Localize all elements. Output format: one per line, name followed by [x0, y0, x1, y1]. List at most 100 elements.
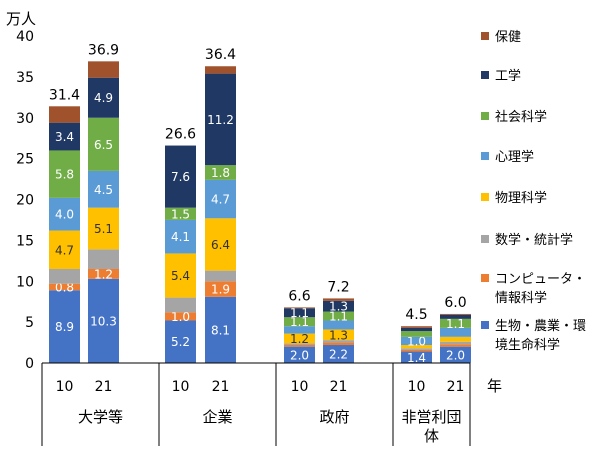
bar-segment	[284, 333, 315, 344]
data-label: 5.8	[55, 168, 74, 182]
bar-segment	[323, 340, 354, 343]
bar-segment	[401, 349, 432, 352]
legend-label: 社会科学	[495, 109, 547, 125]
bar-segment	[440, 318, 471, 328]
data-label: 5.4	[171, 269, 190, 283]
bar-segment	[88, 170, 119, 208]
data-label: 1.3	[329, 328, 348, 342]
bar-segment	[49, 268, 80, 284]
data-label: 1.9	[211, 283, 230, 297]
data-label: 2.0	[290, 348, 309, 362]
total-label: 6.6	[288, 288, 310, 304]
total-label: 7.2	[327, 279, 349, 295]
y-tick-label: 40	[16, 29, 34, 45]
legend-swatch	[481, 152, 489, 160]
group-label: 政府	[319, 408, 349, 426]
bar-segment	[401, 326, 432, 328]
data-label: 5.2	[171, 335, 190, 349]
x-tick-label: 10	[56, 379, 74, 395]
bar-segment	[401, 331, 432, 337]
y-tick-label: 15	[16, 233, 34, 249]
legend-label: 心理学	[495, 149, 534, 165]
bar-segment	[165, 207, 196, 220]
legend-label: 情報科学	[495, 290, 547, 306]
bar-segment	[323, 300, 354, 312]
x-tick-label: 10	[408, 379, 426, 395]
bar-segment	[165, 312, 196, 321]
bar-segment	[284, 345, 315, 347]
bar-segment	[49, 106, 80, 123]
bar-segment	[205, 179, 236, 219]
legend-swatch	[481, 32, 489, 40]
data-label: 2.0	[446, 348, 465, 362]
data-label: 1.3	[329, 300, 348, 314]
bar-segment	[440, 346, 471, 363]
bars: 8.9 0.8 4.7 4.0 5.8 3.4 31.4 10.3 1.2 5.1 4.5 6.5 4.…	[49, 42, 471, 365]
bar-segment	[284, 343, 315, 346]
data-label: 1.0	[171, 310, 190, 324]
bar-segment	[440, 327, 471, 337]
y-tick-label: 35	[16, 70, 34, 86]
bar-segment	[323, 320, 354, 330]
x-tick-label: 21	[212, 379, 230, 395]
data-label: 1.1	[290, 306, 309, 320]
bar-segment	[284, 317, 315, 327]
bar-segment	[440, 344, 471, 347]
bar-segment	[49, 283, 80, 291]
legend-label: 保健	[495, 30, 521, 45]
bar-segment	[284, 307, 315, 309]
bar-segment	[88, 77, 119, 118]
legend-swatch	[481, 112, 489, 120]
y-tick-label: 30	[16, 111, 34, 127]
legend-label: 生物・農業・環	[495, 318, 586, 334]
bar-segment	[323, 342, 354, 346]
legend-swatch	[481, 235, 489, 243]
total-label: 26.6	[165, 127, 196, 143]
bar-segment	[205, 281, 236, 297]
data-label: 1.2	[94, 267, 113, 281]
data-label: 8.9	[55, 320, 74, 334]
y-tick-label: 25	[16, 152, 34, 168]
bar-segment	[165, 297, 196, 313]
y-tick-label: 10	[16, 274, 34, 290]
data-label: 1.1	[290, 315, 309, 329]
bar-segment	[49, 197, 80, 231]
bar-segment	[88, 61, 119, 78]
bar-segment	[88, 278, 119, 363]
data-label: 10.3	[90, 314, 117, 328]
bar-segment	[284, 308, 315, 318]
data-label: 4.1	[171, 230, 190, 244]
x-tick-label: 10	[291, 379, 309, 395]
bar-segment	[49, 122, 80, 151]
bar-segment	[165, 253, 196, 298]
total-label: 36.4	[205, 47, 236, 63]
group-label: 体	[424, 427, 439, 445]
legend-label: 数学・統計学	[495, 232, 573, 248]
data-label: 5.1	[94, 222, 113, 236]
data-label: 4.7	[211, 193, 230, 207]
x-tick-label: 21	[447, 379, 465, 395]
bar-segment	[323, 329, 354, 341]
data-label: 2.2	[329, 348, 348, 362]
group-label: 非営利団	[401, 408, 461, 426]
bar-segment	[440, 314, 471, 319]
bar-segment	[49, 150, 80, 198]
data-label: 7.6	[171, 170, 190, 184]
y-tick-label: 5	[25, 315, 34, 331]
y-tick-label: 20	[16, 193, 34, 209]
bar-segment	[49, 290, 80, 363]
bar-segment	[165, 320, 196, 363]
bar-segment	[165, 219, 196, 254]
x-axis-unit-label: 年	[487, 377, 502, 395]
data-label: 4.0	[55, 208, 74, 222]
bar-segment	[88, 207, 119, 250]
data-label: 4.5	[94, 183, 113, 197]
data-label: 1.4	[407, 351, 426, 365]
x-tick-label: 21	[95, 379, 113, 395]
bar-segment	[284, 346, 315, 363]
data-label: 1.8	[211, 166, 230, 180]
data-label: 11.2	[207, 113, 234, 127]
total-label: 31.4	[49, 87, 80, 103]
